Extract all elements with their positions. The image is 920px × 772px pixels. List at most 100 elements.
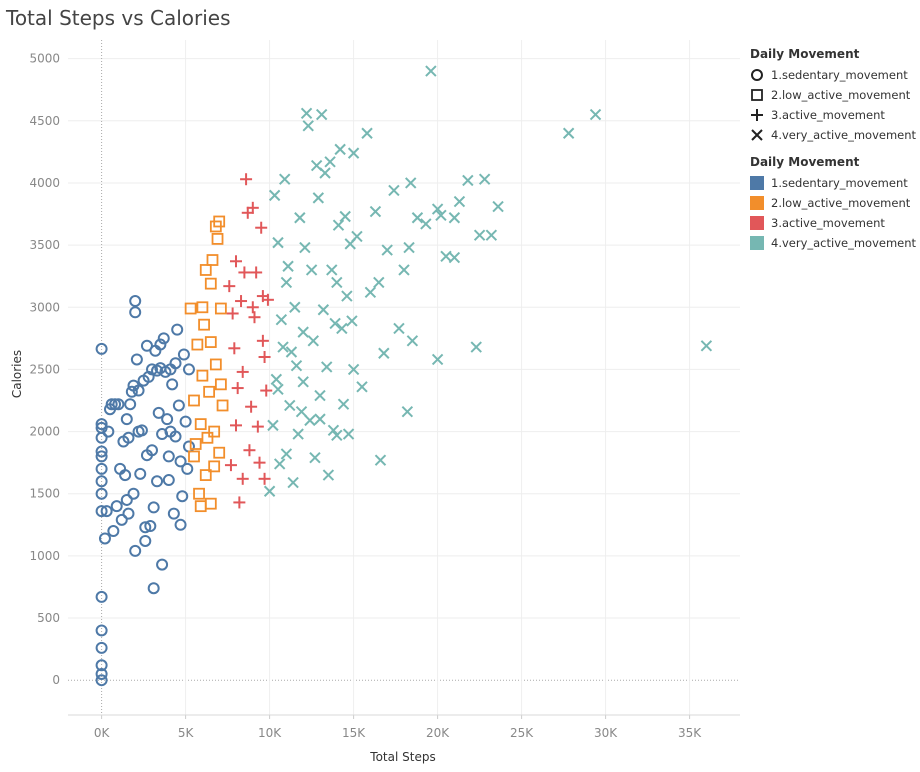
data-point-cross [431,353,444,366]
shape-legend-item[interactable]: 4.very_active_movement [750,125,916,145]
data-point-cross [314,389,326,402]
data-point-cross [393,322,405,335]
data-point-circle [144,520,157,533]
y-tick-label: 2500 [29,362,60,376]
data-point-cross [297,376,309,388]
data-point-circle [95,421,108,434]
data-point-square [213,215,226,228]
y-tick-label: 500 [37,611,60,625]
shape-legend-label: 1.sedentary_movement [771,68,908,82]
data-point-plus [228,342,241,355]
data-point-circle [129,295,142,308]
data-point-plus [258,472,271,485]
data-point-cross [267,419,279,432]
data-point-plus [246,201,259,214]
data-point-cross [374,454,387,466]
data-point-cross [302,120,314,132]
shape-legend-item[interactable]: 3.active_movement [750,105,916,125]
data-point-square [211,232,224,245]
color-legend: Daily Movement 1.sedentary_movement 2.low… [750,155,916,253]
data-point-cross [331,429,343,442]
x-tick-label: 30K [594,726,618,740]
data-point-plus [233,496,246,509]
data-point-cross [322,469,335,481]
data-point-cross [361,127,373,139]
data-point-circle [95,505,108,518]
data-point-cross [347,147,360,159]
data-point-circle [152,406,165,419]
data-point-square [208,460,221,473]
data-point-square [188,450,200,463]
data-point-plus [236,365,249,378]
shape-legend-item[interactable]: 2.low_active_movement [750,85,916,105]
color-legend-label: 4.very_active_movement [771,236,917,250]
chart-title: Total Steps vs Calories [6,6,231,30]
data-point-cross [289,301,301,313]
data-point-cross [285,346,298,358]
data-point-cross [453,195,466,208]
data-point-circle [161,413,174,426]
data-point-cross [326,264,338,276]
data-point-circle [162,474,175,487]
color-legend-item[interactable]: 3.active_movement [750,213,916,233]
data-point-cross [337,398,350,410]
data-point-circle [105,398,118,411]
data-point-square [214,302,227,315]
data-points [95,65,713,687]
color-legend-item[interactable]: 2.low_active_movement [750,193,916,213]
color-legend-item[interactable]: 4.very_active_movement [750,233,916,253]
data-point-cross [290,359,303,372]
data-point-circle [95,462,108,475]
data-point-circle [95,667,108,680]
data-point-plus [260,384,273,397]
data-point-circle [157,332,170,345]
data-point-circle [154,338,167,351]
data-point-plus [256,290,269,303]
data-point-circle [146,363,158,376]
y-tick-label: 4000 [29,176,60,190]
color-swatch [750,176,764,190]
shape-legend-label: 4.very_active_movement [771,128,917,142]
color-legend-item[interactable]: 1.sedentary_movement [750,173,916,193]
data-point-cross [279,173,291,185]
data-point-circle [174,518,187,531]
data-point-square [208,425,221,438]
data-point-circle [172,399,185,412]
x-tick-label: 10K [258,726,282,740]
data-point-cross [331,276,343,289]
data-point-circle [95,624,108,637]
data-point-cross [411,212,424,224]
data-point-circle [132,384,145,397]
y-tick-label: 4500 [29,114,60,128]
data-point-circle [95,475,108,488]
data-point-circle [109,398,122,411]
data-point-cross [346,315,358,327]
data-point-cross [473,229,486,241]
data-point-square [189,438,202,450]
data-point-circle [164,425,177,438]
data-point-circle [171,323,184,336]
data-point-circle [151,475,164,488]
data-point-circle [120,413,133,426]
data-point-cross [403,241,415,254]
shape-legend-item[interactable]: 1.sedentary_movement [750,65,916,85]
data-point-cross [562,127,575,139]
color-legend-label: 3.active_movement [771,216,885,230]
data-point-cross [398,264,410,276]
color-legend-title: Daily Movement [750,155,860,169]
data-point-square [194,500,207,513]
data-point-cross [304,414,316,427]
data-point-circle [95,342,108,355]
data-point-cross [356,381,368,393]
data-point-circle [115,513,128,526]
data-point-circle [142,370,155,383]
data-point-cross [329,317,341,330]
data-point-plus [256,334,269,347]
cross-icon [751,129,763,141]
x-tick-label: 15K [342,726,366,740]
color-swatch [750,196,764,210]
data-point-cross [282,260,294,272]
data-point-square [193,487,205,500]
data-point-plus [245,400,258,413]
